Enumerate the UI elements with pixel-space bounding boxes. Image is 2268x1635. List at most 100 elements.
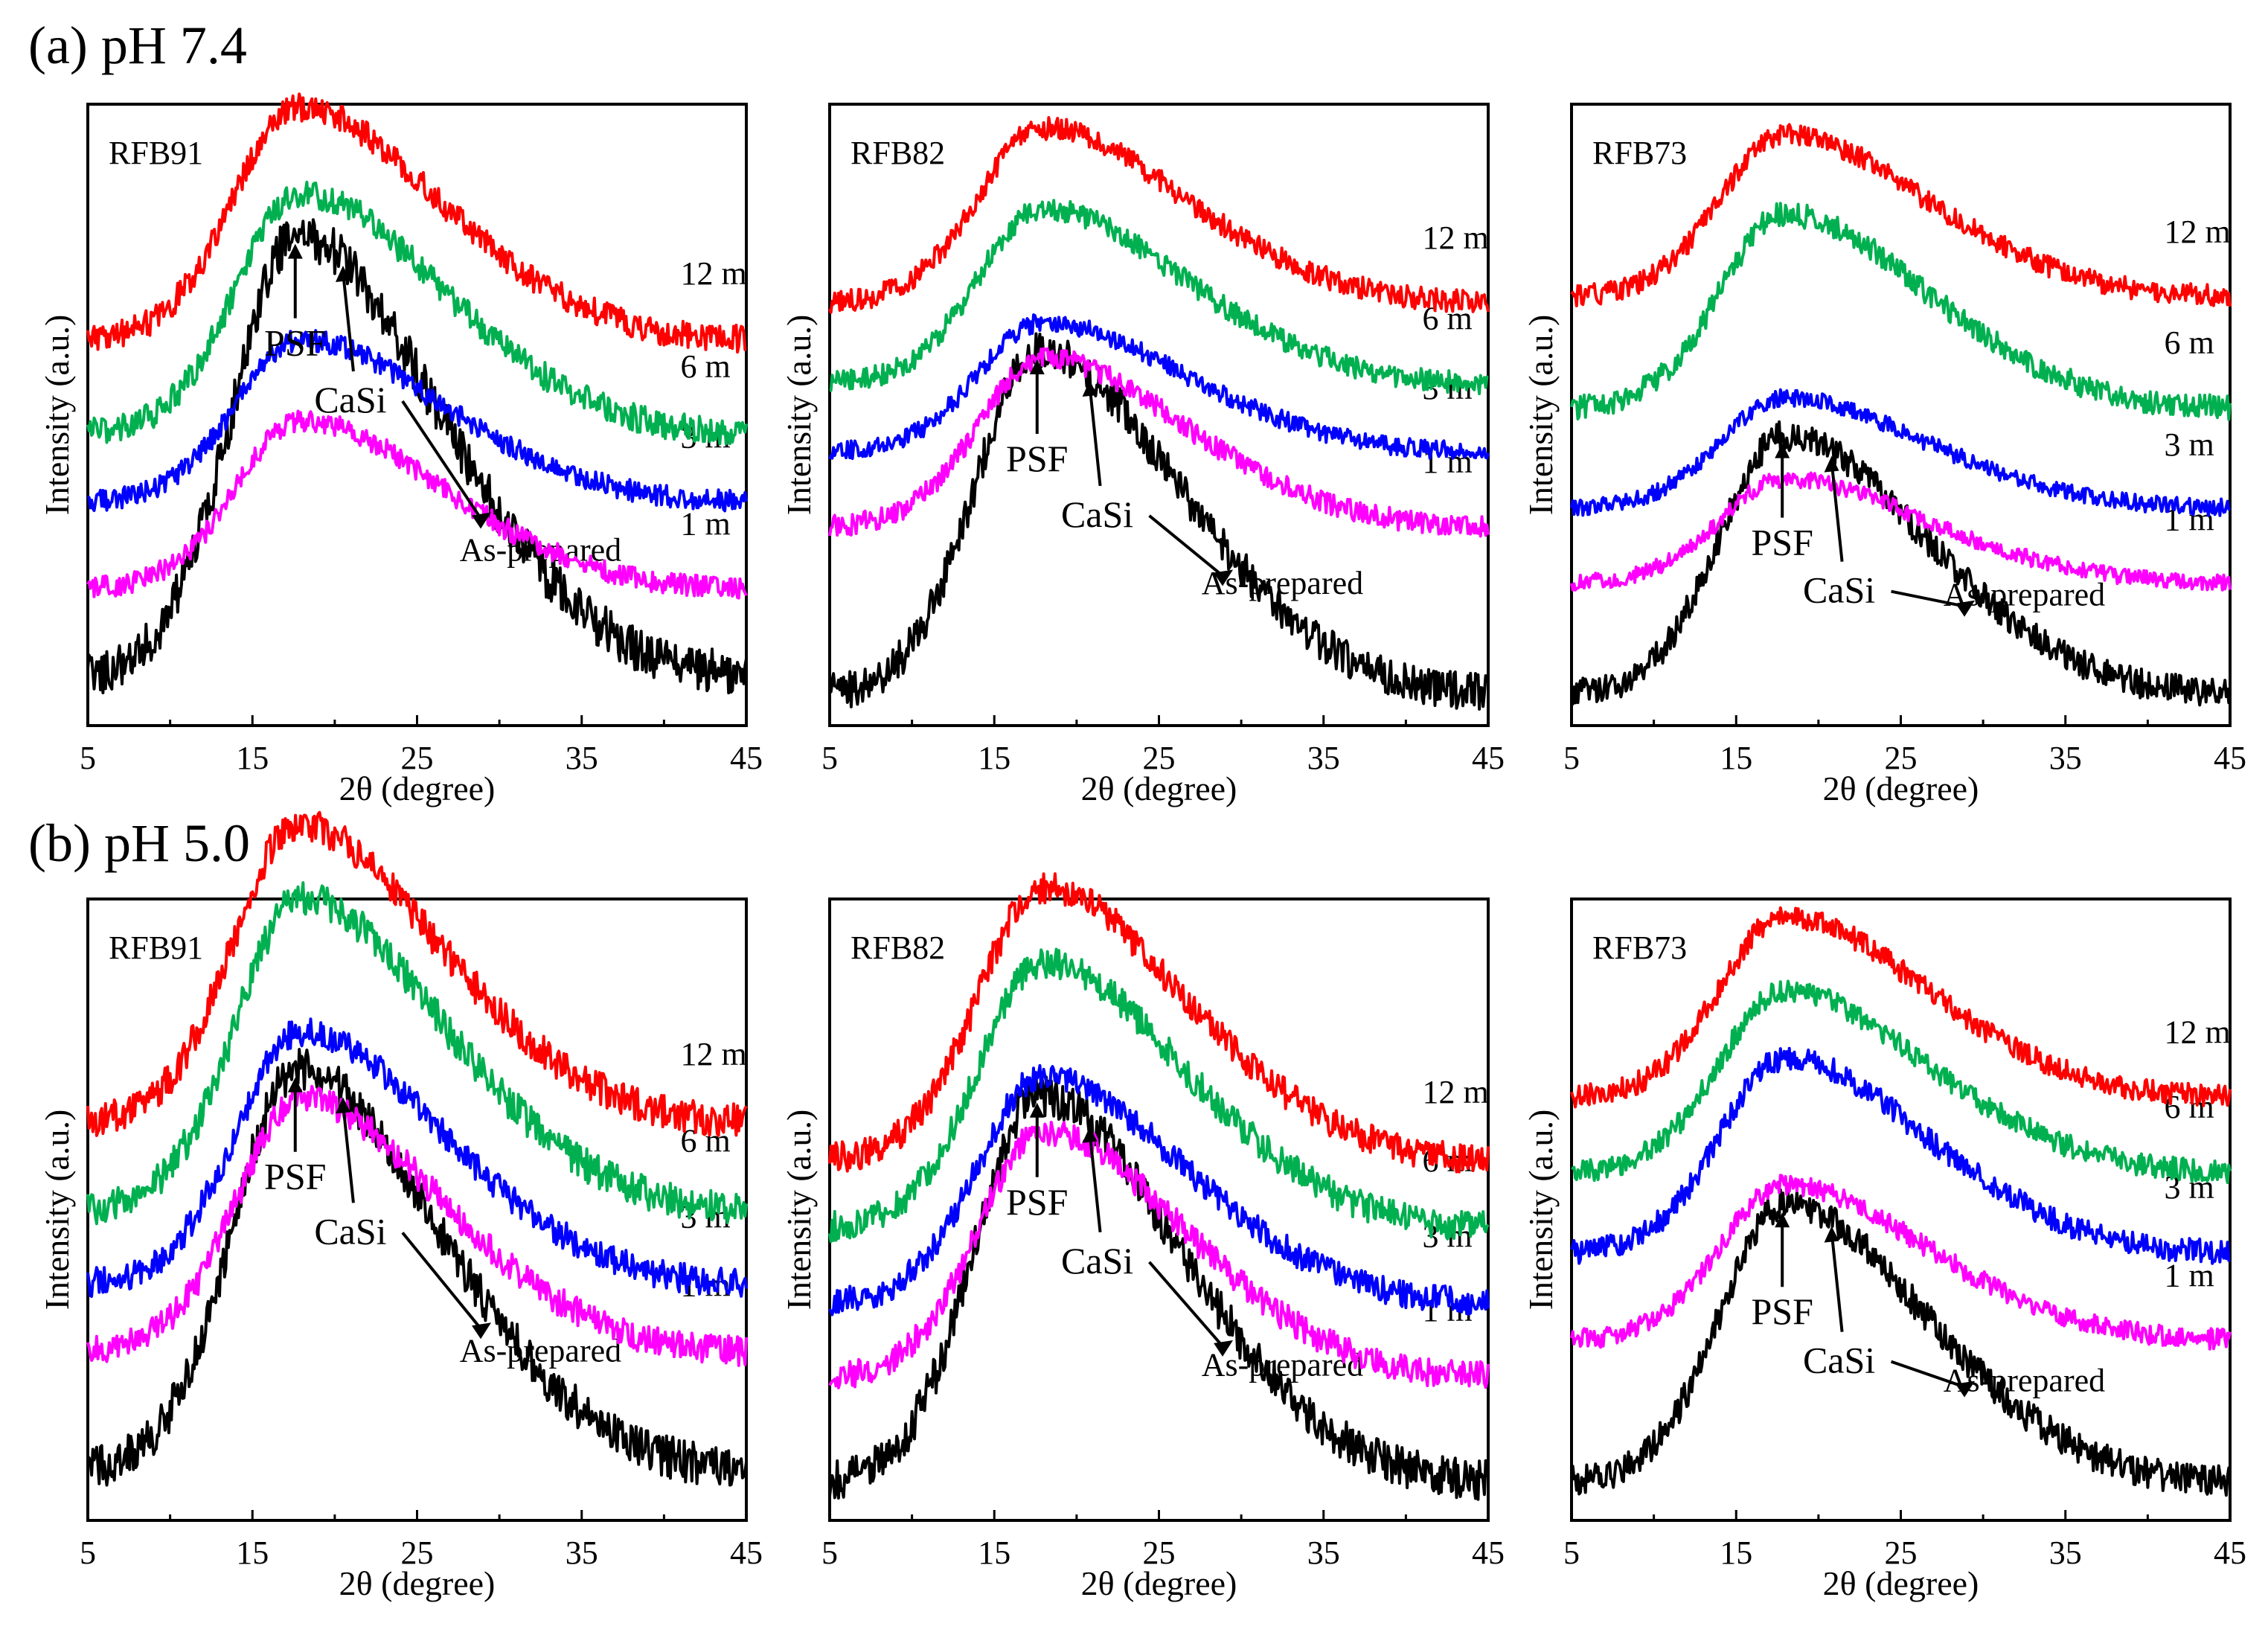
x-tick-label: 25: [401, 1535, 434, 1571]
casi-arrow: [341, 271, 355, 372]
series-line-1-m: [1570, 471, 2232, 592]
x-tick-label: 25: [1885, 1535, 1918, 1571]
series-label: 12 m: [1423, 220, 1489, 256]
series-line-1-m: [86, 1084, 748, 1367]
psf-label: PSF: [1751, 1290, 1813, 1332]
chart-panel-5: 5 15 25 35 45 2θ (degree) Intensity (a.u.) RFB8…: [780, 872, 1505, 1602]
casi-arrowhead: [1824, 455, 1839, 473]
casi-arrowhead-2: [1955, 600, 1976, 617]
casi-arrow: [1830, 461, 1844, 562]
series-line-6-m: [1570, 202, 2232, 421]
x-tick-label: 35: [2049, 1535, 2082, 1571]
series-line-3-m: [1570, 1046, 2232, 1265]
series-label: 12 m: [681, 255, 747, 292]
series-line-12-m: [86, 810, 748, 1137]
x-tick-label: 5: [80, 1535, 96, 1571]
x-tick-label: 5: [1563, 1535, 1580, 1571]
chart-panel-4: 5 15 25 35 45 2θ (degree) Intensity (a.u.) RFB9…: [38, 810, 763, 1602]
series-line-3-m: [1570, 388, 2231, 517]
series-line-12-m: [1570, 123, 2232, 307]
x-tick-label: 5: [821, 1535, 838, 1571]
series-label: As-prepared: [1202, 565, 1363, 601]
x-tick-label: 25: [1885, 740, 1918, 776]
x-tick-label: 25: [1143, 740, 1176, 776]
section-title-b: (b) pH 5.0: [28, 813, 250, 873]
series-label: 12 m: [1423, 1074, 1489, 1110]
x-axis-title: 2θ (degree): [1823, 1564, 1979, 1602]
psf-arrowhead: [1029, 359, 1045, 374]
series-label: 12 m: [2165, 1014, 2231, 1051]
x-tick-label: 35: [2049, 740, 2082, 776]
y-axis-title: Intensity (a.u.): [1522, 1110, 1560, 1311]
series-line-as-prepared: [86, 218, 748, 694]
chart-panel-6: 5 15 25 35 45 2θ (degree) Intensity (a.u.) RFB7…: [1522, 898, 2246, 1602]
chart-panel-1: 5 15 25 35 45 2θ (degree) Intensity (a.u.) RFB9…: [38, 92, 763, 807]
series-line-6-m: [86, 881, 748, 1226]
casi-arrow-2: [1148, 514, 1224, 577]
casi-label: CaSi: [1803, 569, 1875, 611]
series-line-1-m: [828, 347, 1490, 538]
panel-label: RFB82: [850, 930, 945, 966]
x-tick-label: 5: [80, 740, 96, 776]
series-line-1-m: [86, 409, 748, 600]
panel-label: RFB91: [109, 135, 203, 171]
chart-panel-2: 5 15 25 35 45 2θ (degree) Intensity (a.u.) RFB8…: [780, 103, 1505, 807]
x-tick-label: 45: [1472, 740, 1505, 776]
series-line-as-prepared: [1570, 420, 2232, 707]
psf-arrowhead: [287, 1077, 303, 1092]
series-label: 3 m: [2165, 426, 2214, 463]
x-tick-label: 15: [978, 740, 1010, 776]
x-tick-label: 5: [1563, 740, 1580, 776]
chart-panel-3: 5 15 25 35 45 2θ (degree) Intensity (a.u.) RFB7…: [1522, 103, 2246, 807]
psf-label: PSF: [264, 322, 326, 364]
series-line-6-m: [828, 947, 1490, 1244]
casi-arrowhead-2: [472, 1322, 492, 1340]
series-line-6-m: [1571, 979, 2232, 1184]
casi-arrowhead-2: [1214, 1340, 1234, 1357]
psf-arrowhead: [1775, 1212, 1790, 1228]
casi-arrow: [1830, 1232, 1844, 1332]
series-label: 1 m: [2165, 1257, 2214, 1293]
x-tick-label: 15: [1720, 1535, 1752, 1571]
y-axis-title: Intensity (a.u.): [38, 315, 76, 516]
x-tick-label: 25: [401, 740, 434, 776]
series-label: 6 m: [681, 348, 731, 385]
casi-arrowhead-2: [472, 512, 492, 529]
series-line-6-m: [829, 199, 1489, 396]
x-tick-label: 15: [978, 1535, 1010, 1571]
series-line-3-m: [828, 313, 1490, 461]
casi-arrowhead: [335, 1097, 350, 1114]
series-line-1-m: [828, 1121, 1490, 1389]
series-line-3-m: [86, 1017, 748, 1298]
series-label: 6 m: [2165, 324, 2214, 361]
x-axis-title: 2θ (degree): [1081, 769, 1237, 807]
casi-arrow: [1088, 1132, 1102, 1232]
psf-label: PSF: [1751, 522, 1813, 563]
x-axis-title: 2θ (degree): [339, 769, 496, 807]
x-tick-label: 35: [1307, 740, 1340, 776]
plot-frame: [86, 103, 748, 727]
x-tick-label: 15: [1720, 740, 1752, 776]
series-line-12-m: [1570, 906, 2232, 1109]
chart-panels: 5 15 25 35 45 2θ (degree) Intensity (a.u.) RFB9…: [38, 92, 2246, 1602]
psf-arrowhead: [287, 243, 303, 259]
panel-label: RFB73: [1592, 135, 1687, 171]
casi-arrowhead: [1824, 1226, 1839, 1243]
x-tick-label: 45: [1472, 1535, 1505, 1571]
x-tick-label: 35: [1307, 1535, 1340, 1571]
x-tick-label: 45: [730, 1535, 763, 1571]
series-line-as-prepared: [828, 1074, 1490, 1501]
series-line-as-prepared: [1570, 1188, 2232, 1497]
series-label: As-prepared: [1202, 1347, 1363, 1383]
x-tick-label: 45: [730, 740, 763, 776]
casi-arrow-2: [401, 400, 482, 519]
y-axis-title: Intensity (a.u.): [780, 1110, 818, 1311]
panel-label: RFB91: [109, 930, 203, 966]
x-tick-label: 45: [2214, 740, 2246, 776]
psf-label: PSF: [1006, 438, 1068, 479]
series-line-12-m: [828, 872, 1490, 1174]
panel-label: RFB73: [1592, 930, 1687, 966]
series-line-3-m: [828, 1063, 1490, 1316]
section-title-a: (a) pH 7.4: [28, 16, 247, 75]
casi-arrow-2: [1148, 1261, 1224, 1348]
